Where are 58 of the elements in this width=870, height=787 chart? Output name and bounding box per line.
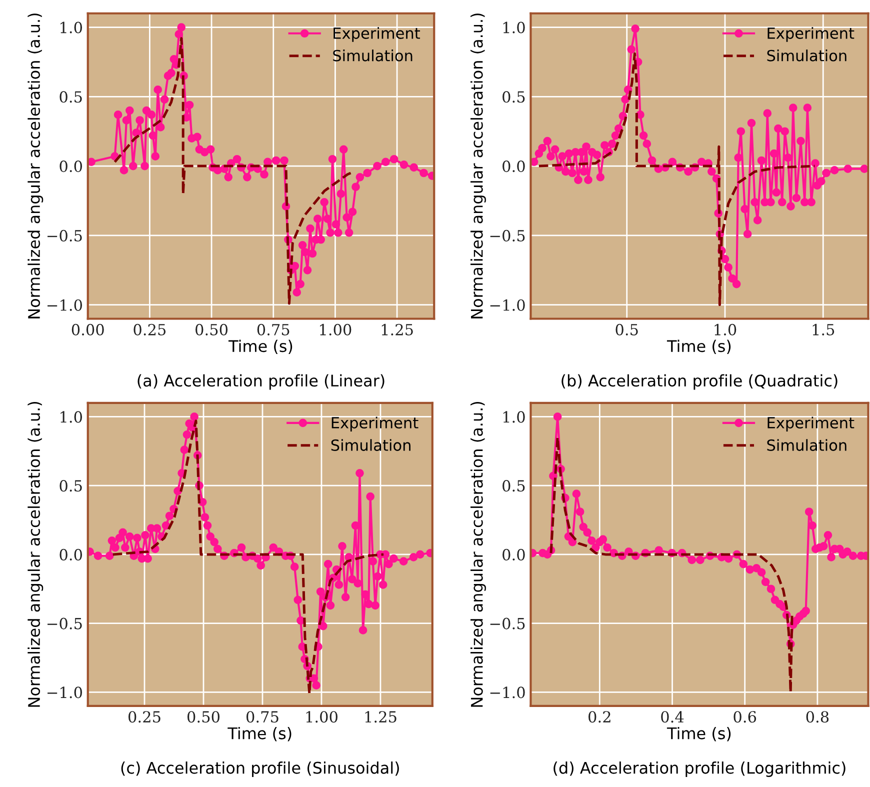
legend-label: Simulation	[331, 439, 410, 451]
y-tick-label: 0.5	[502, 91, 525, 103]
x-tick-label: 0.25	[128, 711, 160, 723]
y-tick-label: 0.5	[502, 480, 525, 492]
x-tick-label: 0.75	[257, 324, 290, 336]
legend-label: Experiment	[332, 416, 418, 432]
legend-label: Experiment	[768, 416, 854, 432]
x-tick-label: 0.4	[661, 711, 684, 723]
y-tick-label: −1.0	[48, 299, 82, 311]
y-tick-label: −0.5	[48, 230, 82, 242]
x-tick-label: 1.5	[812, 324, 834, 336]
y-tick-label: −1.0	[48, 686, 82, 698]
y-axis-title: Normalized angular acceleration (a.u.)	[470, 14, 486, 318]
y-tick-label: −1.0	[490, 299, 525, 311]
y-tick-label: −0.5	[490, 230, 525, 242]
x-tick-label: 0.2	[588, 711, 610, 723]
x-tick-label: 0.50	[187, 711, 220, 723]
y-tick-label: 1.0	[60, 411, 82, 423]
y-tick-label: 0.0	[60, 548, 82, 560]
text: (a) Acceleration profile (Linear)	[138, 374, 384, 390]
x-axis-title: Time (s)	[228, 726, 292, 742]
x-tick-label: 1.00	[306, 711, 338, 723]
legend-label: Experiment	[768, 27, 854, 42]
y-tick-label: 0.5	[60, 91, 82, 103]
x-axis-title: Time (s)	[666, 340, 731, 354]
y-tick-label: −0.5	[490, 618, 525, 630]
text: (c) Acceleration profile (Sinusoidal)	[121, 761, 399, 777]
legend-label: Simulation	[767, 50, 846, 62]
legend-label: Simulation	[767, 439, 846, 451]
y-tick-label: 1.0	[503, 411, 525, 423]
x-tick-label: 1.0	[714, 324, 736, 336]
y-tick-label: 1.0	[60, 22, 82, 34]
x-tick-label: 0.25	[134, 324, 166, 336]
y-axis-title: Normalized angular acceleration (a.u.)	[28, 402, 44, 707]
x-tick-label: 0.5	[616, 324, 638, 336]
x-tick-label: 1.00	[320, 324, 352, 336]
x-tick-label: 0.75	[246, 711, 278, 723]
x-axis-title: Time (s)	[666, 726, 731, 742]
y-axis-title: Normalized angular acceleration (a.u.)	[470, 402, 486, 707]
legend-label: Experiment	[334, 27, 420, 42]
text: (b) Acceleration profile (Quadratic)	[562, 374, 838, 390]
x-tick-label: 0.6	[734, 711, 756, 723]
y-tick-label: −1.0	[490, 686, 525, 698]
x-tick-label: 0.8	[806, 711, 829, 723]
y-tick-label: 0.0	[502, 160, 525, 172]
y-tick-label: 1.0	[503, 22, 525, 34]
x-tick-label: 1.25	[382, 324, 413, 336]
x-axis-title: Time (s)	[228, 340, 292, 354]
y-tick-label: 0.5	[60, 480, 82, 492]
x-tick-label: 0.00	[72, 324, 104, 336]
text: (d) Acceleration profile (Logarithmic)	[554, 761, 846, 777]
x-tick-label: 0.50	[196, 324, 228, 336]
legend-label: Simulation	[333, 50, 412, 62]
y-tick-label: −0.5	[48, 618, 82, 630]
y-tick-label: 0.0	[60, 160, 82, 172]
y-axis-title: Normalized angular acceleration (a.u.)	[28, 14, 44, 318]
x-tick-label: 1.25	[365, 711, 396, 723]
y-tick-label: 0.0	[502, 548, 525, 560]
